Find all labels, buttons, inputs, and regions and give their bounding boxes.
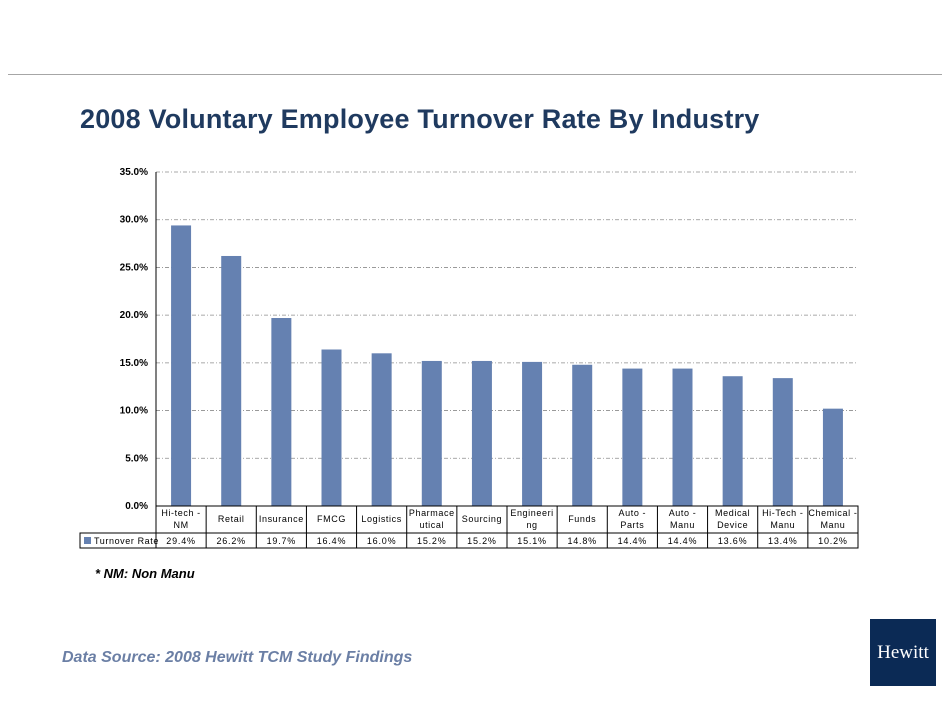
- x-category-label: Manu: [770, 520, 795, 530]
- bar: [371, 353, 392, 506]
- data-value-label: 13.4%: [768, 536, 798, 546]
- y-tick-label: 35.0%: [120, 167, 148, 178]
- x-category-label: Retail: [218, 514, 245, 524]
- bar: [822, 408, 843, 506]
- x-category-label: Manu: [670, 520, 695, 530]
- x-category-label: ng: [526, 520, 537, 530]
- data-value-label: 29.4%: [166, 536, 196, 546]
- legend-label: Turnover Rate: [94, 536, 159, 546]
- bar: [221, 255, 242, 506]
- bar: [672, 368, 693, 506]
- y-tick-label: 5.0%: [125, 453, 148, 464]
- y-tick-label: 10.0%: [120, 406, 148, 417]
- hewitt-logo: Hewitt: [870, 619, 936, 686]
- footnote: * NM: Non Manu: [95, 566, 195, 581]
- x-category-label: Sourcing: [462, 514, 502, 524]
- data-value-label: 15.1%: [517, 536, 547, 546]
- x-category-label: Hi-Tech -: [762, 508, 803, 518]
- data-value-label: 13.6%: [718, 536, 748, 546]
- bar: [171, 225, 192, 506]
- data-source: Data Source: 2008 Hewitt TCM Study Findi…: [62, 649, 413, 666]
- x-category-label: Auto -: [619, 508, 647, 518]
- x-category-label: utical: [419, 520, 444, 530]
- bar: [572, 364, 593, 506]
- x-category-label: Device: [717, 520, 748, 530]
- x-category-label: Insurance: [259, 514, 304, 524]
- y-tick-label: 0.0%: [125, 501, 148, 512]
- table-value-row: [79, 532, 859, 549]
- bar: [421, 360, 442, 506]
- y-tick-label: 15.0%: [120, 358, 148, 369]
- bar: [622, 368, 643, 506]
- bar: [321, 349, 342, 506]
- data-value-label: 26.2%: [216, 536, 246, 546]
- chart-title: 2008 Voluntary Employee Turnover Rate By…: [80, 104, 760, 134]
- x-category-label: Hi-tech -: [161, 508, 200, 518]
- x-category-label: Chemical -: [808, 508, 857, 518]
- x-category-label: Pharmace: [409, 508, 455, 518]
- y-tick-label: 20.0%: [120, 310, 148, 321]
- data-value-label: 14.4%: [618, 536, 648, 546]
- legend-swatch: [84, 537, 91, 544]
- bar: [722, 376, 743, 506]
- data-value-label: 15.2%: [467, 536, 497, 546]
- x-category-label: Logistics: [361, 514, 401, 524]
- x-category-label: Engineeri: [510, 508, 553, 518]
- x-category-label: Manu: [820, 520, 845, 530]
- svg-text:Hewitt: Hewitt: [877, 642, 929, 663]
- x-category-label: NM: [173, 520, 188, 530]
- data-value-label: 15.2%: [417, 536, 447, 546]
- y-tick-label: 30.0%: [120, 215, 148, 226]
- bar: [271, 318, 292, 506]
- data-value-label: 10.2%: [818, 536, 848, 546]
- x-category-label: FMCG: [317, 514, 346, 524]
- top-divider: [8, 74, 942, 75]
- data-value-label: 19.7%: [267, 536, 297, 546]
- data-value-label: 14.4%: [668, 536, 698, 546]
- data-value-label: 16.4%: [317, 536, 347, 546]
- x-category-label: Funds: [568, 514, 596, 524]
- y-tick-label: 25.0%: [120, 262, 148, 273]
- x-category-label: Auto -: [669, 508, 697, 518]
- x-category-label: Parts: [620, 520, 644, 530]
- bar: [522, 361, 543, 506]
- bar: [471, 360, 492, 506]
- data-value-label: 16.0%: [367, 536, 397, 546]
- x-category-label: Medical: [715, 508, 750, 518]
- data-value-label: 14.8%: [567, 536, 597, 546]
- bar: [772, 378, 793, 506]
